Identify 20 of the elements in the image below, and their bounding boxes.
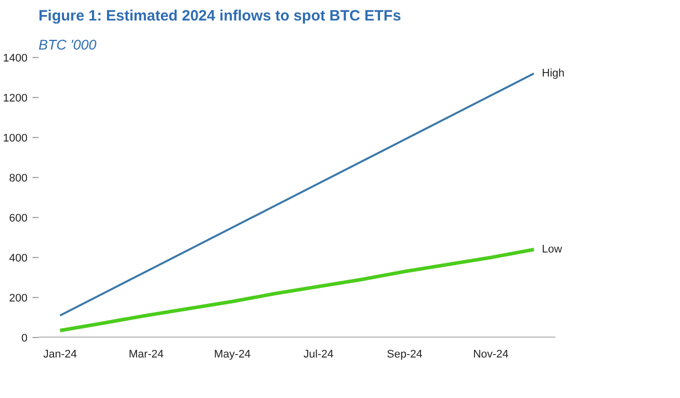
line-series bbox=[58, 248, 536, 332]
x-tick-label: Nov-24 bbox=[473, 348, 509, 360]
y-tick-label: 1200 bbox=[3, 92, 28, 104]
x-tick-label: Jul-24 bbox=[304, 348, 334, 360]
y-tick-label: 1400 bbox=[3, 52, 28, 64]
chart-subtitle: BTC '000 bbox=[38, 36, 97, 52]
y-tick-label: 400 bbox=[9, 252, 28, 264]
y-tick-label: 0 bbox=[21, 332, 28, 344]
x-tick-label: May-24 bbox=[214, 348, 251, 360]
y-tick-label: 1000 bbox=[3, 132, 28, 144]
x-tick-label: Sep-24 bbox=[386, 348, 422, 360]
y-tick-label: 800 bbox=[9, 172, 28, 184]
x-tick-label: Mar-24 bbox=[128, 348, 164, 360]
series-label: Low bbox=[542, 244, 562, 256]
chart-title: Figure 1: Estimated 2024 inflows to spot BTC ETFs bbox=[38, 8, 402, 24]
series-label: High bbox=[542, 68, 565, 80]
x-tick-label: Jan-24 bbox=[43, 348, 77, 360]
y-tick-label: 200 bbox=[9, 292, 28, 304]
line-series bbox=[59, 72, 535, 316]
y-tick-label: 600 bbox=[9, 212, 28, 224]
